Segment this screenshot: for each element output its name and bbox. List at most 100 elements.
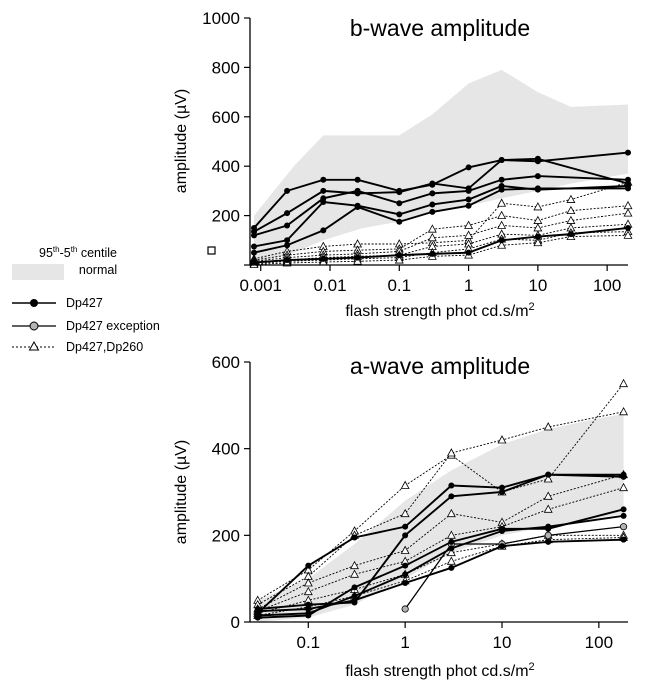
b-wave-point — [354, 176, 361, 183]
b-wave-point — [284, 222, 291, 229]
a-wave-point — [303, 586, 313, 596]
a-wave-panel: 0 200 400 600 0.1 1 10 100 a-wave amplitude fla… — [173, 353, 629, 680]
a-wave-point — [402, 580, 409, 586]
a-wave-point — [402, 523, 409, 530]
a-wave-point — [448, 493, 455, 500]
legend-dp427-marker — [30, 299, 38, 307]
a-wave-point — [305, 606, 312, 612]
a-wave-point — [448, 482, 455, 489]
b-wave-y-tick-label: 1000 — [202, 9, 240, 28]
b-wave-series-line — [253, 234, 629, 265]
a-wave-point — [619, 406, 629, 416]
a-wave-y-label: amplitude (µV) — [173, 440, 190, 544]
b-wave-y-tick-label: 600 — [212, 108, 240, 127]
b-wave-y-tick-label: 200 — [212, 207, 240, 226]
b-wave-point — [623, 208, 633, 217]
b-wave-small-square-marker — [207, 246, 216, 255]
b-wave-point — [396, 252, 403, 259]
b-wave-point — [566, 194, 576, 203]
a-wave-point — [400, 508, 410, 518]
b-wave-point — [429, 208, 436, 215]
b-wave-x-tick-label: 1 — [464, 276, 473, 295]
b-wave-point — [464, 230, 474, 239]
a-wave-point — [351, 534, 358, 541]
b-wave-series-line — [253, 181, 629, 260]
legend-band-label-normal: normal — [79, 263, 117, 277]
a-wave-point — [619, 523, 628, 531]
a-wave-series-line — [257, 383, 624, 601]
b-wave-point — [623, 200, 633, 210]
a-wave-point — [402, 532, 409, 539]
b-wave-point — [284, 242, 291, 249]
b-wave-point — [497, 220, 507, 229]
b-wave-point — [251, 232, 258, 239]
b-wave-point — [354, 203, 361, 210]
b-wave-point — [465, 187, 472, 194]
legend-dp260-label: Dp427,Dp260 — [66, 340, 143, 354]
a-wave-x-tick-label: 0.1 — [296, 633, 320, 652]
a-wave-y-tick-label: 0 — [231, 613, 240, 632]
b-wave-point — [353, 256, 363, 265]
b-wave-point — [625, 149, 631, 156]
b-wave-y-tick-label: 800 — [212, 58, 240, 77]
b-wave-series-line — [253, 175, 629, 237]
b-wave-series-dp427 — [251, 185, 631, 256]
a-wave-series-line — [257, 514, 624, 617]
b-wave-point — [497, 240, 507, 249]
b-wave-point — [533, 237, 543, 247]
a-wave-point — [254, 608, 261, 615]
legend-exception-label: Dp427 exception — [66, 319, 160, 333]
b-wave-point — [284, 210, 291, 217]
a-wave-point — [446, 556, 456, 565]
b-wave-point — [534, 185, 541, 192]
b-wave-point — [465, 202, 472, 209]
legend-band-swatch — [12, 264, 64, 280]
b-wave-point — [497, 210, 507, 219]
b-wave-x-tick-label: 0.01 — [313, 276, 346, 295]
a-wave-point — [499, 489, 505, 495]
b-wave-point — [534, 155, 541, 162]
a-wave-point — [543, 504, 553, 513]
b-wave-x-tick-label: 0.1 — [387, 276, 411, 295]
a-wave-series-line — [257, 411, 624, 606]
a-wave-point — [620, 536, 627, 543]
b-wave-x-tick-label: 10 — [528, 276, 547, 295]
b-wave-title: b-wave amplitude — [350, 15, 530, 41]
b-wave-y-label: amplitude (µV) — [173, 89, 190, 193]
b-wave-normal-band — [254, 69, 628, 266]
b-wave-point — [284, 187, 291, 194]
b-wave-point — [625, 176, 631, 183]
b-wave-series-line — [253, 184, 629, 248]
b-wave-point — [625, 185, 631, 192]
b-wave-y-tick-label: 400 — [212, 157, 240, 176]
b-wave-point — [320, 199, 327, 206]
a-wave-point — [545, 523, 552, 530]
a-wave-point — [543, 491, 553, 500]
a-wave-y-tick-label: 600 — [212, 353, 240, 372]
a-wave-point — [350, 569, 359, 578]
a-wave-y-tick-label: 200 — [212, 526, 240, 545]
a-wave-point — [545, 471, 552, 478]
a-wave-series-line — [257, 474, 624, 610]
b-wave-point — [465, 249, 472, 256]
b-wave-point — [394, 255, 404, 264]
a-wave-series-line — [257, 487, 624, 612]
a-wave-point — [254, 612, 261, 619]
a-wave-point — [351, 597, 358, 604]
b-wave-point — [625, 224, 631, 231]
a-wave-point — [448, 564, 455, 571]
b-wave-point — [429, 180, 436, 187]
legend-dp260-marker — [28, 340, 40, 351]
a-wave-point — [620, 512, 627, 519]
a-wave-point — [543, 422, 553, 431]
legend-dp427-label: Dp427 — [66, 296, 103, 310]
b-wave-point — [251, 259, 258, 266]
a-wave-point — [402, 562, 409, 569]
a-wave-point — [400, 545, 410, 554]
b-wave-x-tick-label: 100 — [593, 276, 621, 295]
b-wave-series-dp427 — [251, 224, 631, 266]
a-wave-point — [620, 506, 627, 513]
a-wave-point — [544, 531, 552, 539]
b-wave-point — [534, 173, 541, 180]
b-wave-point — [566, 205, 576, 215]
